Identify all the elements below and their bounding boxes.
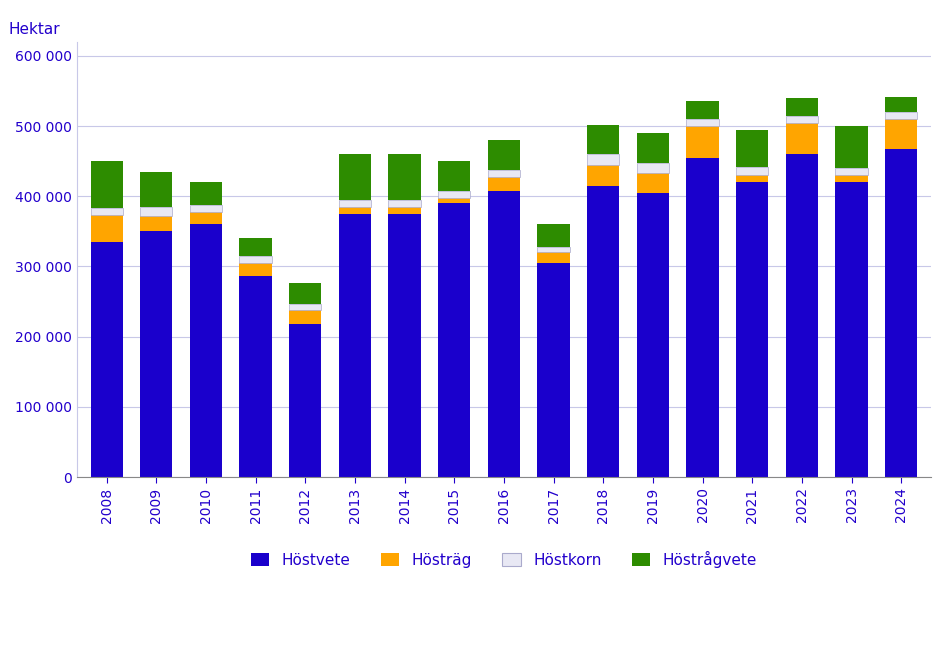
- Bar: [140, 208, 172, 216]
- Bar: [637, 193, 669, 477]
- Bar: [885, 148, 918, 477]
- Bar: [239, 276, 272, 477]
- Bar: [835, 126, 867, 168]
- Bar: [488, 176, 520, 190]
- Bar: [885, 112, 918, 119]
- Bar: [736, 175, 768, 182]
- Bar: [537, 246, 569, 253]
- Bar: [835, 182, 867, 477]
- Bar: [140, 172, 172, 208]
- Bar: [687, 119, 719, 126]
- Bar: [190, 204, 222, 212]
- Bar: [587, 186, 620, 477]
- Bar: [438, 203, 470, 477]
- Bar: [91, 208, 123, 215]
- Bar: [190, 212, 222, 224]
- Bar: [438, 198, 470, 203]
- Bar: [885, 119, 918, 148]
- Bar: [289, 283, 322, 305]
- Bar: [488, 170, 520, 176]
- Bar: [339, 200, 371, 207]
- Bar: [537, 263, 569, 477]
- Bar: [687, 158, 719, 477]
- Bar: [239, 263, 272, 276]
- Bar: [687, 102, 719, 119]
- Bar: [637, 162, 669, 173]
- Bar: [835, 168, 867, 175]
- Bar: [289, 324, 322, 477]
- Bar: [736, 130, 768, 167]
- Bar: [786, 154, 818, 477]
- Bar: [537, 253, 569, 263]
- Bar: [587, 165, 620, 186]
- Bar: [637, 173, 669, 193]
- Bar: [140, 216, 172, 231]
- Bar: [190, 224, 222, 477]
- Bar: [885, 97, 918, 112]
- Bar: [190, 182, 222, 204]
- Bar: [91, 215, 123, 242]
- Bar: [537, 224, 569, 246]
- Bar: [339, 214, 371, 477]
- Legend: Höstvete, Hösträg, Höstkorn, Höstrågvete: Höstvete, Hösträg, Höstkorn, Höstrågvete: [245, 544, 763, 574]
- Bar: [389, 207, 421, 214]
- Bar: [438, 190, 470, 198]
- Bar: [389, 154, 421, 200]
- Bar: [91, 161, 123, 208]
- Bar: [289, 310, 322, 324]
- Bar: [587, 154, 620, 165]
- Bar: [91, 242, 123, 477]
- Bar: [239, 256, 272, 263]
- Bar: [239, 238, 272, 256]
- Bar: [786, 122, 818, 154]
- Bar: [488, 190, 520, 477]
- Bar: [488, 140, 520, 170]
- Bar: [140, 231, 172, 477]
- Bar: [786, 98, 818, 116]
- Bar: [835, 175, 867, 182]
- Bar: [438, 161, 470, 190]
- Bar: [587, 125, 620, 154]
- Bar: [736, 167, 768, 175]
- Bar: [687, 126, 719, 158]
- Bar: [637, 133, 669, 162]
- Bar: [289, 305, 322, 310]
- Bar: [786, 116, 818, 122]
- Text: Hektar: Hektar: [9, 23, 61, 37]
- Bar: [339, 207, 371, 214]
- Bar: [389, 200, 421, 207]
- Bar: [736, 182, 768, 477]
- Bar: [389, 214, 421, 477]
- Bar: [339, 154, 371, 200]
